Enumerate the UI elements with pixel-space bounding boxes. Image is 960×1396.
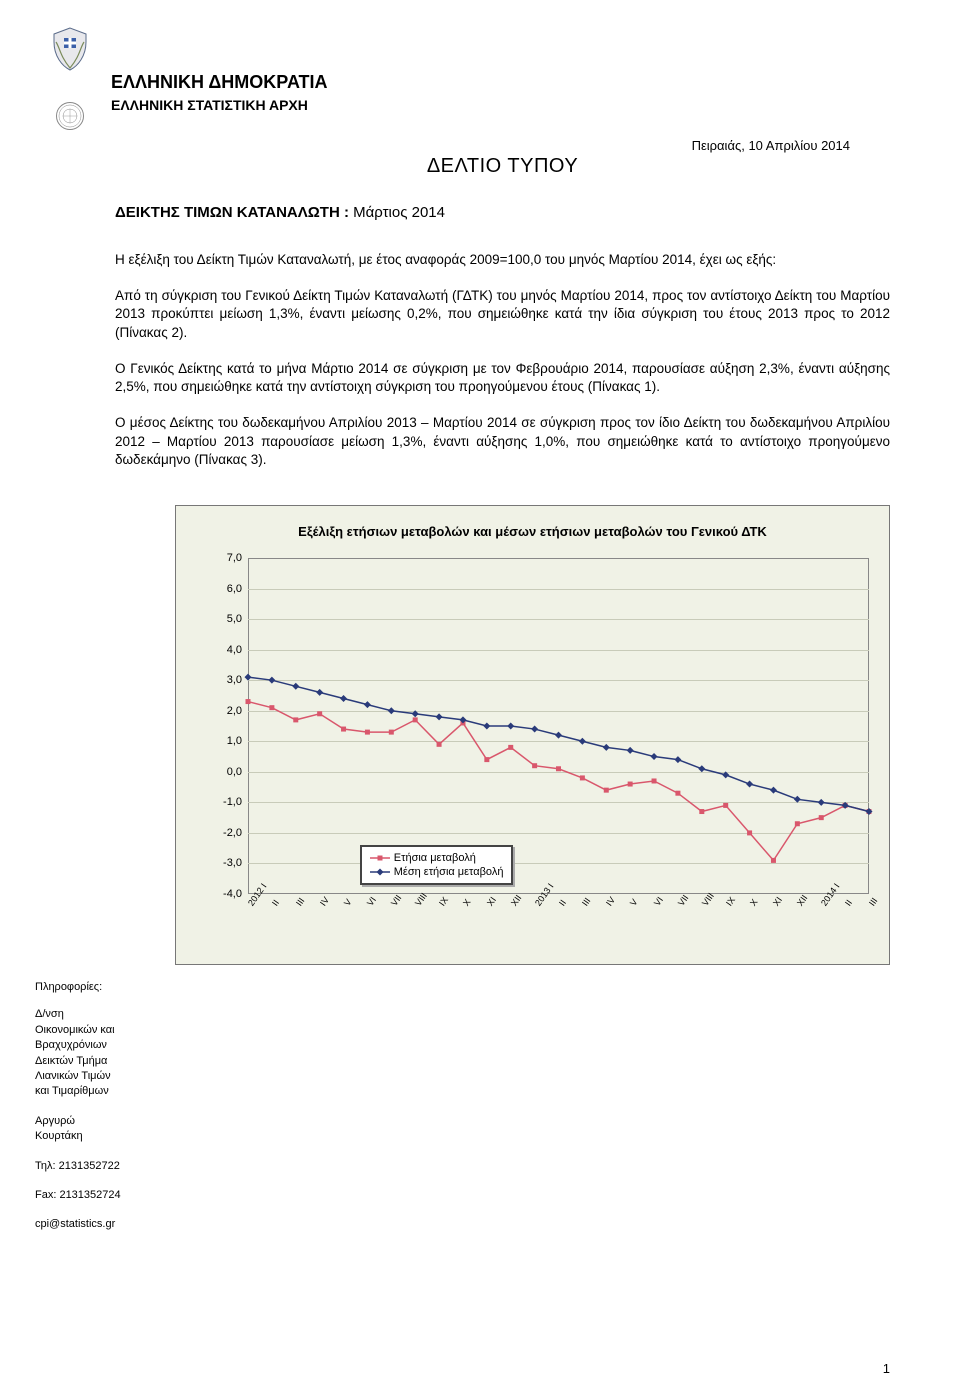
seal-icon xyxy=(56,102,84,130)
chart-plot-area: 7,06,05,04,03,02,01,00,0-1,0-2,0-3,0-4,0… xyxy=(176,506,889,964)
org-title: ΕΛΛΗΝΙΚΗ ΔΗΜΟΚΡΑΤΙΑ xyxy=(111,72,890,93)
paragraph-2: Από τη σύγκριση του Γενικού Δείκτη Τιμών… xyxy=(115,287,890,342)
state-emblem-icon xyxy=(46,24,94,72)
legend-row-annual: Ετήσια μεταβολή xyxy=(370,851,504,865)
department: Δ/νσηΟικονομικών καιΒραχυχρόνιωνΔεικτών … xyxy=(35,1007,155,1099)
page-header: ΕΛΛΗΝΙΚΗ ΔΗΜΟΚΡΑΤΙΑ ΕΛΛΗΝΙΚΗ ΣΤΑΤΙΣΤΙΚΗ … xyxy=(35,20,890,130)
legend-row-average: Μέση ετήσια μεταβολή xyxy=(370,865,504,879)
chart-legend: Ετήσια μεταβολή Μέση ετήσια μεταβολή xyxy=(360,845,514,885)
index-heading: ΔΕΙΚΤΗΣ ΤΙΜΩΝ ΚΑΤΑΝΑΛΩΤΗ : Μάρτιος 2014 xyxy=(115,204,890,221)
org-subtitle: ΕΛΛΗΝΙΚΗ ΣΤΑΤΙΣΤΙΚΗ ΑΡΧΗ xyxy=(111,97,890,113)
contact-email: cpi@statistics.gr xyxy=(35,1217,155,1232)
paragraph-4: Ο μέσος Δείκτης του δωδεκαμήνου Απριλίου… xyxy=(115,414,890,469)
info-heading: Πληροφορίες: xyxy=(35,980,155,995)
page-number: 1 xyxy=(883,1361,890,1376)
contact-name: ΑργυρώΚουρτάκη xyxy=(35,1114,155,1145)
body-text: Η εξέλιξη του Δείκτη Τιμών Καταναλωτή, μ… xyxy=(115,251,890,469)
index-label: ΔΕΙΚΤΗΣ ΤΙΜΩΝ ΚΑΤΑΝΑΛΩΤΗ : xyxy=(115,204,349,221)
paragraph-3: Ο Γενικός Δείκτης κατά το μήνα Μάρτιο 20… xyxy=(115,360,890,396)
press-release-title: ΔΕΛΤΙΟ ΤΥΠΟΥ xyxy=(115,155,890,178)
paragraph-1: Η εξέλιξη του Δείκτη Τιμών Καταναλωτή, μ… xyxy=(115,251,890,269)
legend-label-average: Μέση ετήσια μεταβολή xyxy=(394,865,504,879)
contact-tel: Τηλ: 2131352722 xyxy=(35,1159,155,1174)
title-column: ΕΛΛΗΝΙΚΗ ΔΗΜΟΚΡΑΤΙΑ ΕΛΛΗΝΙΚΗ ΣΤΑΤΙΣΤΙΚΗ … xyxy=(105,20,890,113)
issue-date: Πειραιάς, 10 Απριλίου 2014 xyxy=(115,138,850,153)
contact-sidebar: Πληροφορίες: Δ/νσηΟικονομικών καιΒραχυχρ… xyxy=(35,980,155,1247)
contact-fax: Fax: 2131352724 xyxy=(35,1188,155,1203)
index-period: Μάρτιος 2014 xyxy=(349,204,445,221)
chart-container: Εξέλιξη ετήσιων μεταβολών και μέσων ετήσ… xyxy=(175,505,890,965)
emblem-column xyxy=(35,20,105,130)
legend-label-annual: Ετήσια μεταβολή xyxy=(394,851,476,865)
